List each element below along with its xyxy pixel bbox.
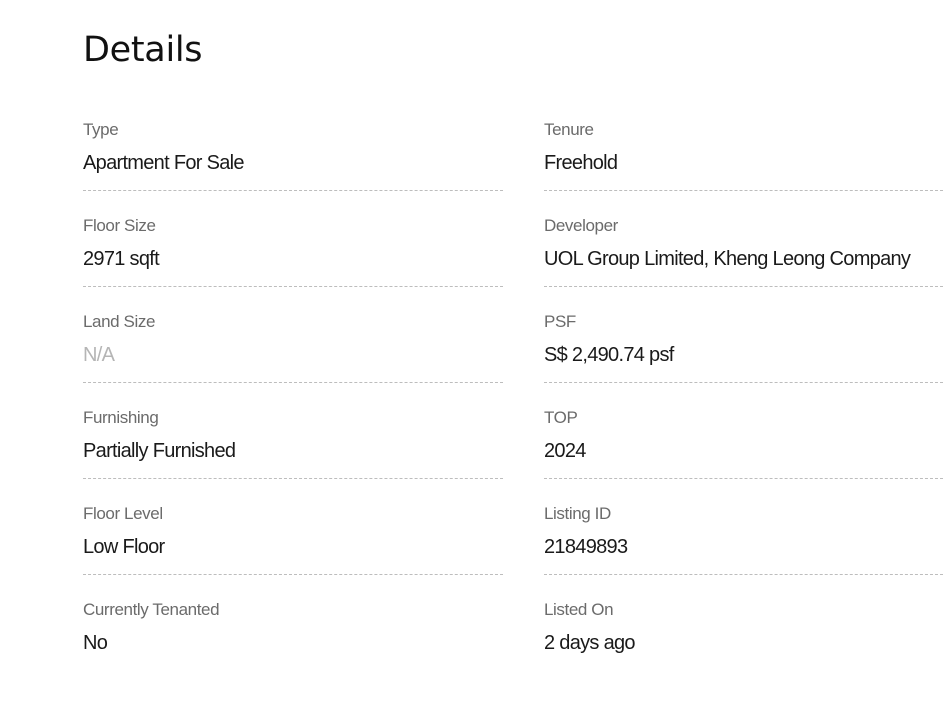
detail-value: Low Floor (83, 536, 165, 558)
detail-item-currently-tenanted: Currently Tenanted No (83, 592, 503, 670)
detail-label: TOP (544, 408, 578, 427)
detail-item-tenure: Tenure Freehold (544, 112, 943, 191)
detail-value: Apartment For Sale (83, 152, 245, 174)
detail-label: Floor Size (83, 216, 156, 235)
detail-item-psf: PSF S$ 2,490.74 psf (544, 304, 943, 383)
details-grid: Type Apartment For Sale Tenure Freehold Floo… (83, 112, 943, 687)
detail-value: 2 days ago (544, 632, 636, 654)
detail-label: Currently Tenanted (83, 600, 220, 619)
detail-item-type: Type Apartment For Sale (83, 112, 503, 191)
detail-label: Furnishing (83, 408, 159, 427)
detail-label: Floor Level (83, 504, 163, 523)
detail-label: Type (83, 120, 119, 139)
detail-value: 2024 (544, 440, 586, 462)
detail-value: S$ 2,490.74 psf (544, 344, 674, 366)
detail-item-land-size: Land Size N/A (83, 304, 503, 383)
detail-value: Partially Furnished (83, 440, 236, 462)
detail-item-furnishing: Furnishing Partially Furnished (83, 400, 503, 479)
detail-item-listed-on: Listed On 2 days ago (544, 592, 943, 670)
detail-item-developer: Developer UOL Group Limited, Kheng Leong … (544, 208, 943, 287)
detail-value: 2971 sqft (83, 248, 160, 270)
detail-value: N/A (83, 344, 115, 366)
detail-label: Developer (544, 216, 618, 235)
detail-label: Tenure (544, 120, 594, 139)
detail-value: No (83, 632, 108, 654)
detail-label: Listed On (544, 600, 614, 619)
section-title: Details (83, 30, 203, 70)
detail-value: 21849893 (544, 536, 628, 558)
detail-label: Listing ID (544, 504, 611, 523)
detail-label: PSF (544, 312, 576, 331)
detail-value: Freehold (544, 152, 618, 174)
detail-value: UOL Group Limited, Kheng Leong Company (544, 248, 911, 270)
detail-label: Land Size (83, 312, 156, 331)
detail-item-floor-size: Floor Size 2971 sqft (83, 208, 503, 287)
detail-item-floor-level: Floor Level Low Floor (83, 496, 503, 575)
detail-item-listing-id: Listing ID 21849893 (544, 496, 943, 575)
detail-item-top: TOP 2024 (544, 400, 943, 479)
